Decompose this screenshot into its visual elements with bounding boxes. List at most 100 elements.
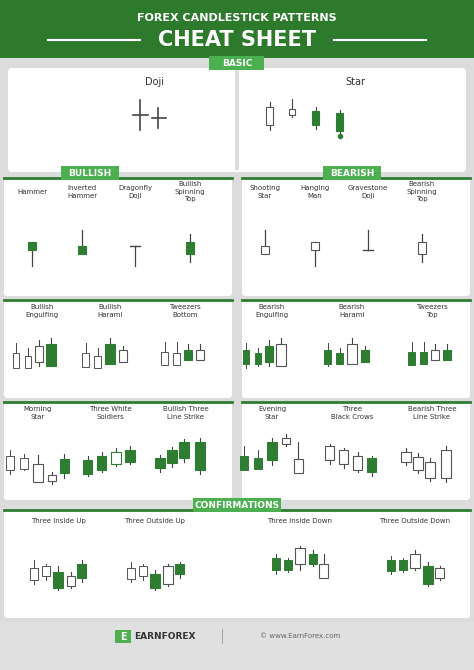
- Text: Tweezers
Top: Tweezers Top: [416, 304, 448, 318]
- Text: Three Inside Up: Three Inside Up: [31, 518, 85, 524]
- Bar: [295, 548, 305, 564]
- Text: Bullish
Engulfing: Bullish Engulfing: [26, 304, 59, 318]
- Bar: [97, 456, 106, 470]
- Bar: [353, 456, 362, 470]
- Bar: [42, 566, 50, 576]
- Bar: [175, 564, 184, 574]
- Bar: [272, 558, 280, 570]
- Bar: [53, 572, 63, 588]
- Text: Bearish
Spinning
Top: Bearish Spinning Top: [407, 182, 438, 202]
- Bar: [443, 350, 451, 360]
- Bar: [150, 574, 160, 588]
- Bar: [77, 564, 86, 578]
- Text: E: E: [120, 632, 126, 641]
- Bar: [6, 456, 14, 470]
- Bar: [94, 356, 101, 368]
- Text: Dragonfly
Doji: Dragonfly Doji: [118, 185, 152, 199]
- FancyBboxPatch shape: [242, 178, 470, 296]
- Bar: [431, 350, 439, 360]
- Bar: [125, 450, 135, 462]
- Bar: [276, 344, 286, 366]
- Bar: [423, 566, 433, 584]
- Bar: [266, 107, 273, 125]
- Bar: [30, 568, 38, 580]
- Text: Bullish Three
Line Strike: Bullish Three Line Strike: [163, 406, 209, 419]
- FancyBboxPatch shape: [242, 402, 470, 500]
- Text: Tweezers
Bottom: Tweezers Bottom: [169, 304, 201, 318]
- Bar: [324, 350, 331, 364]
- Text: Three Outside Down: Three Outside Down: [380, 518, 451, 524]
- Bar: [361, 350, 369, 362]
- Bar: [294, 459, 303, 473]
- Bar: [210, 56, 264, 70]
- Bar: [13, 353, 19, 368]
- Bar: [413, 457, 423, 470]
- Text: Inverted
Hammer: Inverted Hammer: [67, 185, 97, 199]
- Bar: [435, 568, 444, 578]
- FancyBboxPatch shape: [4, 402, 232, 500]
- Bar: [254, 458, 262, 469]
- Text: Three White
Soldiers: Three White Soldiers: [89, 406, 131, 419]
- Bar: [163, 566, 173, 584]
- Bar: [20, 458, 28, 469]
- Bar: [179, 442, 189, 458]
- Bar: [48, 475, 56, 481]
- Bar: [312, 111, 319, 125]
- Bar: [387, 560, 395, 571]
- Bar: [401, 452, 411, 462]
- Bar: [78, 246, 86, 254]
- FancyBboxPatch shape: [4, 178, 232, 296]
- Bar: [115, 630, 131, 643]
- Text: EARNFOREX: EARNFOREX: [134, 632, 196, 641]
- Text: Bearish
Harami: Bearish Harami: [339, 304, 365, 318]
- Text: Bearish Three
Line Strike: Bearish Three Line Strike: [408, 406, 456, 419]
- Bar: [33, 464, 43, 482]
- Bar: [267, 442, 277, 460]
- Text: Hanging
Man: Hanging Man: [301, 185, 329, 199]
- Bar: [261, 246, 269, 254]
- Text: Three
Black Crows: Three Black Crows: [331, 406, 373, 419]
- Bar: [82, 353, 89, 367]
- Bar: [0, 622, 474, 670]
- Bar: [309, 554, 317, 564]
- FancyBboxPatch shape: [8, 68, 466, 172]
- Bar: [325, 446, 334, 460]
- Text: Three Inside Down: Three Inside Down: [267, 518, 332, 524]
- Bar: [155, 458, 165, 468]
- Text: Bullish
Harami: Bullish Harami: [97, 304, 123, 318]
- Text: CONFIRMATIONS: CONFIRMATIONS: [194, 500, 280, 509]
- Bar: [240, 456, 248, 470]
- Text: Bullish
Spinning
Top: Bullish Spinning Top: [175, 182, 205, 202]
- Bar: [46, 344, 56, 366]
- Bar: [418, 242, 426, 254]
- Text: Shooting
Star: Shooting Star: [249, 185, 281, 199]
- Bar: [167, 450, 177, 463]
- Bar: [319, 564, 328, 578]
- Bar: [311, 242, 319, 250]
- Bar: [119, 350, 127, 362]
- Text: Doji: Doji: [146, 77, 164, 87]
- Bar: [105, 344, 115, 364]
- FancyBboxPatch shape: [4, 510, 470, 618]
- Bar: [282, 438, 290, 444]
- Text: BEARISH: BEARISH: [330, 168, 374, 178]
- Bar: [67, 576, 75, 586]
- FancyBboxPatch shape: [242, 300, 470, 398]
- Bar: [184, 350, 192, 360]
- Text: CHEAT SHEET: CHEAT SHEET: [158, 30, 316, 50]
- Bar: [265, 346, 273, 362]
- Bar: [196, 350, 204, 360]
- Bar: [83, 460, 92, 474]
- Bar: [127, 568, 135, 579]
- Bar: [441, 450, 451, 478]
- Bar: [420, 352, 427, 364]
- Bar: [195, 442, 205, 470]
- Text: BULLISH: BULLISH: [68, 168, 111, 178]
- Bar: [255, 353, 261, 364]
- Bar: [399, 560, 407, 570]
- Text: Bearish
Engulfing: Bearish Engulfing: [255, 304, 289, 318]
- Bar: [173, 353, 180, 365]
- Bar: [347, 344, 357, 364]
- Text: BASIC: BASIC: [222, 58, 252, 68]
- Bar: [161, 352, 168, 365]
